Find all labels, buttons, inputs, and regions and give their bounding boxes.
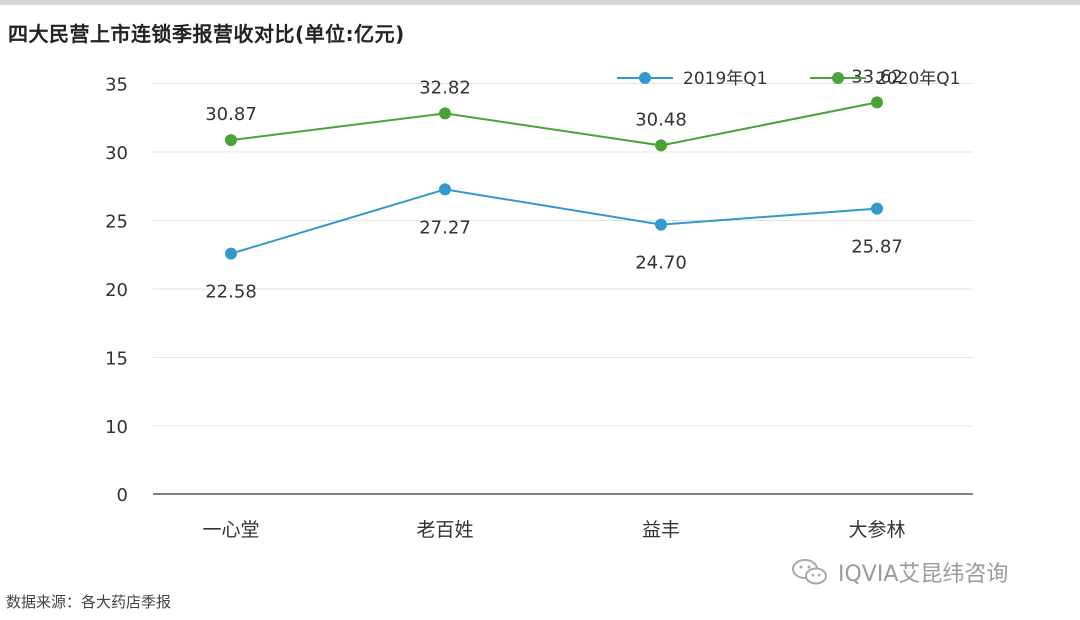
data-label: 30.87	[205, 104, 257, 125]
data-point	[225, 134, 237, 147]
data-label: 33.62	[851, 66, 903, 87]
data-point	[871, 96, 883, 109]
data-label: 22.58	[205, 282, 257, 303]
data-point	[655, 218, 667, 231]
series-line	[230, 101, 878, 147]
data-point	[871, 202, 883, 215]
y-tick-label: 15	[105, 349, 128, 370]
y-tick-label: 0	[117, 485, 128, 506]
y-tick-label: 20	[105, 280, 128, 301]
data-label: 25.87	[851, 237, 903, 258]
y-tick-label: 35	[105, 75, 128, 96]
wechat-icon	[790, 557, 830, 587]
x-tick-label: 大参林	[848, 519, 905, 541]
x-tick-label: 老百姓	[416, 519, 473, 541]
data-point	[439, 183, 451, 196]
data-point	[225, 247, 237, 260]
top-strip	[0, 0, 1080, 5]
data-point	[655, 139, 667, 152]
y-tick-label: 30	[105, 143, 128, 164]
chart-title: 四大民营上市连锁季报营收对比(单位:亿元)	[8, 22, 405, 46]
data-label: 27.27	[419, 217, 471, 238]
legend-marker	[639, 72, 651, 84]
data-label: 24.70	[635, 253, 687, 274]
legend-label: 2019年Q1	[683, 69, 767, 89]
watermark: IQVIA艾昆纬咨询	[790, 556, 1008, 588]
data-label: 30.48	[635, 109, 687, 130]
watermark-text: IQVIA艾昆纬咨询	[838, 562, 1009, 587]
series-line	[230, 188, 878, 255]
data-point	[439, 107, 451, 120]
x-tick-label: 一心堂	[202, 519, 259, 541]
data-label: 32.82	[419, 77, 471, 98]
y-tick-label: 25	[105, 212, 128, 233]
source-note: 数据来源：各大药店季报	[6, 593, 172, 611]
legend-marker	[832, 72, 844, 84]
x-tick-label: 益丰	[642, 519, 680, 541]
y-tick-label: 10	[105, 417, 128, 438]
legend-label: 2020年Q1	[876, 69, 960, 89]
